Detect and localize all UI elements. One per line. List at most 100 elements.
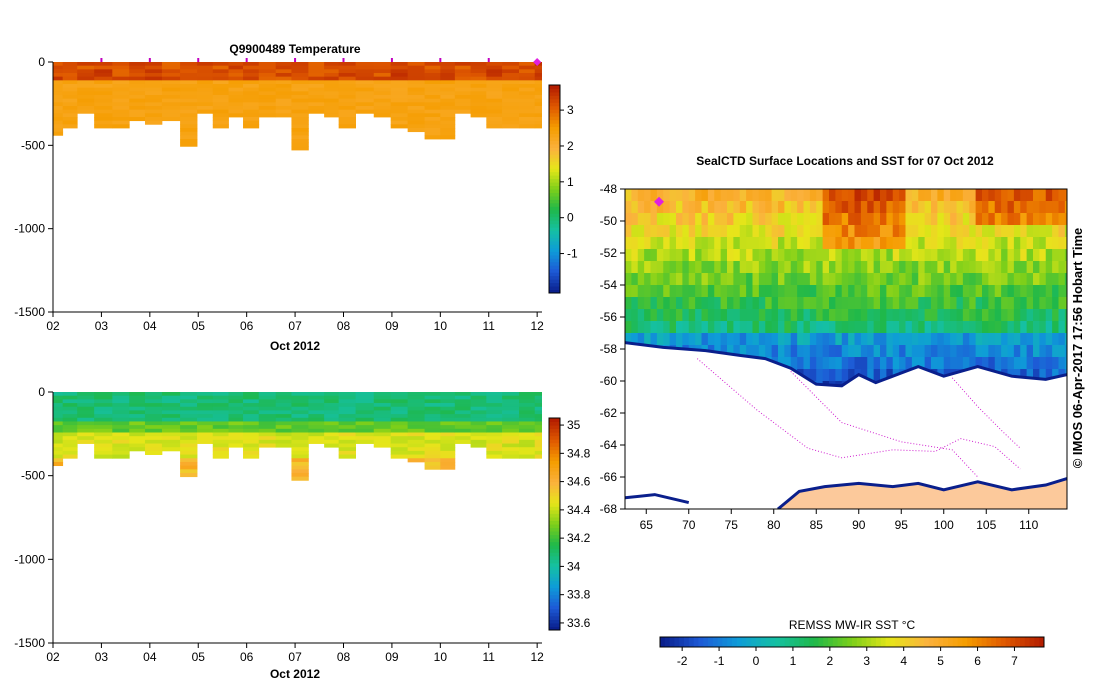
sst-cell [631, 297, 639, 310]
sst-cell [937, 345, 945, 358]
sst-cell [1039, 357, 1047, 370]
sst-cell [631, 237, 639, 250]
colorbar-segment [938, 637, 944, 647]
data-cell [440, 421, 456, 426]
data-cell [440, 461, 456, 467]
data-cell [94, 395, 113, 400]
sst-cell [1013, 369, 1021, 382]
sst-cell [880, 201, 887, 214]
colorbar-segment [549, 601, 560, 606]
sst-cell [975, 345, 983, 358]
colorbar-segment [549, 230, 560, 235]
data-cell [62, 65, 78, 70]
seal-track [696, 358, 1021, 470]
data-cell [62, 399, 78, 404]
sst-cell [714, 321, 722, 334]
colorbar-segment [957, 637, 963, 647]
sst-cell [720, 261, 728, 274]
data-cell [197, 106, 214, 111]
data-cell [53, 124, 64, 129]
sst-cell [739, 213, 747, 226]
data-cell [424, 69, 441, 74]
data-cell [129, 421, 146, 426]
data-cell [519, 102, 536, 107]
sst-cell [669, 189, 677, 202]
data-cell [470, 65, 487, 70]
sst-cell [720, 201, 728, 214]
sst-cell [829, 357, 836, 370]
sst-cell [758, 333, 766, 346]
sst-cell [1033, 309, 1040, 322]
sst-cell [956, 333, 964, 346]
sst-cell [682, 285, 690, 298]
sst-cell [854, 213, 862, 226]
sst-cell [848, 357, 855, 370]
data-cell [390, 447, 409, 452]
colorbar-segment [549, 175, 560, 180]
data-cell [355, 406, 375, 411]
sst-cell [886, 369, 894, 382]
data-cell [355, 417, 375, 422]
sst-cell [669, 297, 677, 310]
data-cell [308, 76, 325, 81]
data-cell [53, 447, 64, 452]
data-cell [486, 395, 503, 400]
sst-cell [682, 297, 690, 310]
data-cell [112, 450, 130, 455]
data-cell [519, 454, 536, 459]
data-cell [470, 102, 487, 107]
data-cell [424, 73, 441, 78]
data-cell [53, 436, 64, 441]
data-cell [129, 102, 146, 107]
data-cell [275, 421, 292, 426]
sst-cell [733, 309, 741, 322]
data-cell [324, 76, 340, 81]
sst-cell [835, 309, 843, 322]
sst-cell [911, 273, 919, 286]
x-tick-label: 04 [143, 319, 157, 333]
sst-cell [771, 309, 779, 322]
sst-cell [924, 249, 932, 262]
sst-cell [835, 321, 843, 334]
data-cell [228, 410, 244, 415]
data-cell [180, 417, 198, 422]
sst-cell [1001, 321, 1008, 334]
data-cell [519, 120, 536, 125]
data-cell [62, 395, 78, 400]
sst-cell [1026, 285, 1034, 298]
colorbar-segment [549, 520, 560, 525]
colorbar-segment [549, 247, 560, 252]
colorbar-segment [746, 637, 752, 647]
data-cell [62, 406, 78, 411]
sst-cell [790, 333, 798, 346]
data-cell [502, 113, 520, 118]
sst-cell [1026, 237, 1034, 250]
sst-cell [822, 213, 830, 226]
sst-cell [841, 237, 849, 250]
sst-cell [905, 225, 913, 238]
sst-cell [994, 201, 1002, 214]
data-cell [77, 421, 95, 426]
sst-cell [688, 285, 696, 298]
data-cell [454, 65, 471, 70]
data-cell [291, 443, 309, 448]
data-cell [180, 120, 198, 125]
data-cell [228, 392, 244, 397]
sst-cell [1033, 201, 1040, 214]
sst-cell [937, 261, 945, 274]
data-cell [324, 392, 340, 397]
data-cell [324, 65, 340, 70]
data-cell [338, 399, 356, 404]
sst-cell [803, 261, 811, 274]
data-cell [275, 102, 292, 107]
data-cell [502, 439, 520, 444]
data-cell [407, 124, 425, 129]
data-cell [390, 124, 409, 129]
data-cell [243, 106, 260, 111]
sst-cell [644, 261, 651, 274]
data-cell [243, 91, 260, 96]
sst-cell [733, 189, 741, 202]
data-cell [486, 414, 503, 419]
sst-cell [943, 285, 951, 298]
